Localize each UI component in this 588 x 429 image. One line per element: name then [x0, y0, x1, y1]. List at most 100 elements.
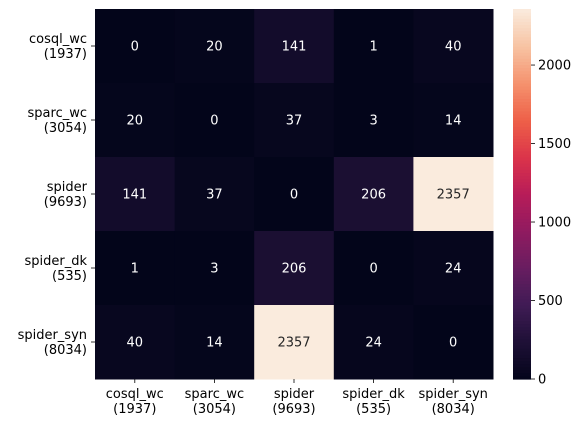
heatmap-cell	[95, 83, 176, 158]
colorbar-tick-label: 500	[538, 294, 563, 309]
colorbar-segment	[513, 147, 531, 152]
x-tick-label: (8034)	[432, 402, 475, 417]
colorbar-segment	[513, 70, 531, 75]
cell-value-label: 24	[365, 336, 382, 351]
cell-value-label: 1	[369, 40, 377, 55]
colorbar-segment	[513, 79, 531, 84]
colorbar-segment	[513, 184, 531, 189]
colorbar-segment	[513, 292, 531, 297]
colorbar-segment	[513, 135, 531, 140]
cell-value-label: 14	[206, 336, 223, 351]
heatmap-cell	[333, 157, 414, 232]
heatmap-cell	[413, 231, 494, 306]
colorbar-segment	[513, 30, 531, 35]
colorbar-segment	[513, 311, 531, 315]
heatmap-cells	[95, 9, 494, 380]
colorbar-segment	[513, 181, 531, 186]
colorbar-segment	[513, 301, 531, 306]
colorbar-segment	[513, 317, 531, 322]
colorbar-segment	[513, 375, 531, 380]
heatmap-cell	[333, 305, 414, 380]
x-tick-label: sparc_wc	[185, 387, 244, 402]
colorbar-segment	[513, 268, 531, 272]
colorbar-segment	[513, 329, 531, 334]
cell-value-label: 1	[131, 262, 139, 277]
colorbar-segment	[513, 246, 531, 251]
cell-value-label: 0	[131, 40, 139, 55]
y-tick-label: spider_dk	[24, 254, 87, 269]
colorbar-segment	[513, 24, 531, 29]
heatmap-cell	[174, 83, 255, 158]
heatmap-cell	[174, 9, 255, 84]
colorbar-segment	[513, 58, 531, 63]
colorbar-segment	[513, 249, 531, 254]
colorbar-tick-label: 1500	[538, 137, 571, 152]
colorbar-segment	[513, 363, 531, 368]
y-tick-label: (3054)	[44, 121, 87, 136]
cell-value-label: 0	[210, 114, 218, 129]
colorbar-segment	[513, 314, 531, 318]
colorbar-segment	[513, 113, 531, 118]
colorbar-segment	[513, 129, 531, 133]
colorbar-segment	[513, 126, 531, 130]
colorbar-segment	[513, 89, 531, 93]
colorbar-segment	[513, 289, 531, 294]
heatmap-cell	[254, 305, 335, 380]
cell-value-label: 2357	[277, 336, 310, 351]
x-axis-ticks: cosql_wc(1937) sparc_wc(3054) spider(9693)…	[106, 379, 488, 417]
colorbar-segment	[513, 351, 531, 355]
x-tick-label: cosql_wc	[106, 387, 164, 402]
colorbar-segment	[513, 160, 531, 164]
colorbar-segment	[513, 21, 531, 26]
colorbar-segment	[513, 163, 531, 167]
cell-value-label: 20	[206, 40, 223, 55]
colorbar-segment	[513, 15, 531, 19]
heatmap-cell	[95, 157, 176, 232]
colorbar-segment	[513, 227, 531, 232]
cell-value-label: 2357	[437, 188, 470, 203]
y-tick-label: spider_syn	[18, 328, 87, 343]
y-tick-label: (535)	[52, 269, 87, 284]
colorbar-segment	[513, 295, 531, 300]
colorbar-segment	[513, 212, 531, 217]
heatmap-cell	[174, 231, 255, 306]
colorbar-segment	[513, 237, 531, 241]
colorbar-segment	[513, 348, 531, 352]
colorbar-segment	[513, 33, 531, 38]
colorbar-segment	[513, 357, 531, 362]
colorbar-segment	[513, 197, 531, 201]
colorbar-segment	[513, 46, 531, 50]
colorbar-segment	[513, 107, 531, 112]
colorbar-segment	[513, 323, 531, 328]
colorbar-segment	[513, 110, 531, 115]
colorbar-segment	[513, 39, 531, 44]
colorbar-segment	[513, 255, 531, 260]
cell-value-label: 206	[282, 262, 307, 277]
heatmap-cell	[95, 305, 176, 380]
heatmap-cell	[333, 9, 414, 84]
heatmap-cell	[254, 231, 335, 306]
colorbar-segment	[513, 224, 531, 229]
colorbar-segment	[513, 286, 531, 291]
cell-value-label: 37	[206, 188, 223, 203]
y-tick-label: spider	[47, 180, 88, 195]
colorbar-segment	[513, 190, 531, 195]
heatmap-cell	[333, 231, 414, 306]
colorbar-segment	[513, 86, 531, 90]
x-tick-label: (1937)	[113, 402, 156, 417]
colorbar-segment	[513, 369, 531, 374]
colorbar-segment	[513, 335, 531, 340]
colorbar-segment	[513, 366, 531, 371]
colorbar-segment	[513, 231, 531, 235]
cell-value-label: 37	[286, 114, 303, 129]
colorbar-segment	[513, 52, 531, 56]
heatmap-cell	[95, 231, 176, 306]
colorbar-segment	[513, 338, 531, 343]
cell-value-label: 20	[127, 114, 144, 129]
colorbar-segment	[513, 332, 531, 337]
colorbar-segment	[513, 76, 531, 81]
colorbar-segment	[513, 144, 531, 149]
colorbar-segment	[513, 342, 531, 346]
colorbar-segment	[513, 206, 531, 211]
